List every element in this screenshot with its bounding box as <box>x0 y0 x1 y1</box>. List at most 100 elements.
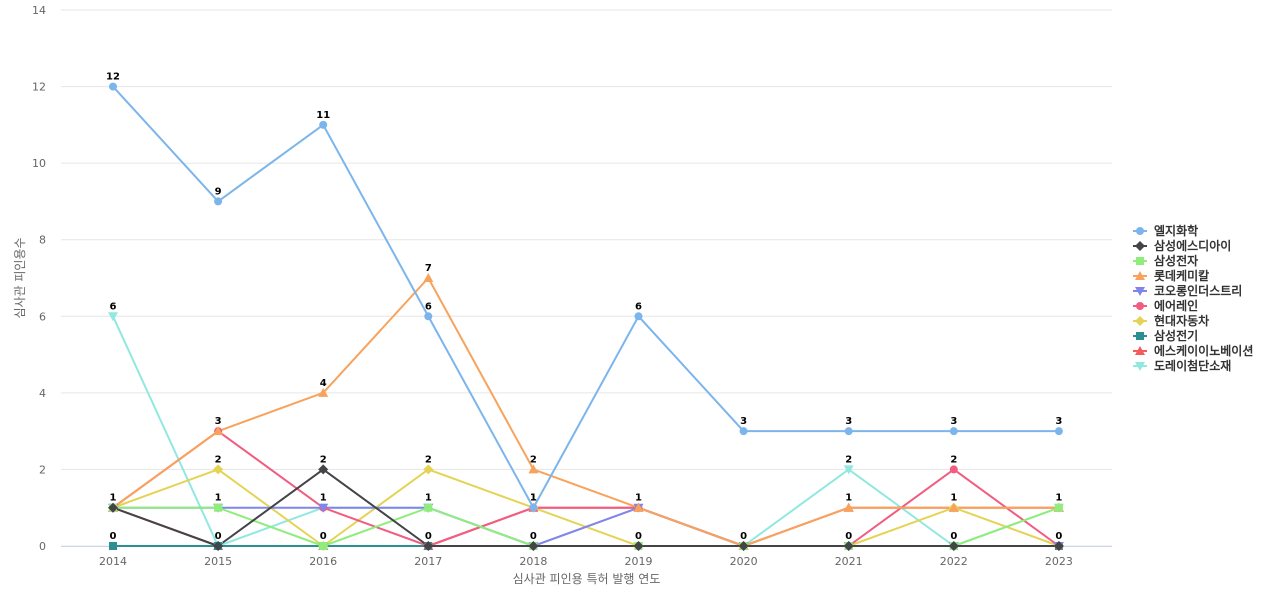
data-label: 2 <box>950 454 957 465</box>
data-label: 1 <box>530 493 537 504</box>
legend-item[interactable]: 현대자동차 <box>1133 313 1209 328</box>
data-label: 0 <box>635 531 642 542</box>
series-point <box>949 427 958 436</box>
series-point <box>529 503 538 512</box>
series-point <box>423 541 434 551</box>
series-point <box>948 541 959 551</box>
y-tick-label: 4 <box>39 387 46 400</box>
x-tick-label: 2018 <box>519 555 547 568</box>
x-tick-label: 2017 <box>414 555 442 568</box>
series-point <box>843 502 854 512</box>
data-label: 9 <box>215 186 222 197</box>
data-label: 1 <box>845 493 852 504</box>
legend-item[interactable]: 삼성에스디아이 <box>1133 238 1231 253</box>
legend-marker <box>1135 346 1145 355</box>
series-line <box>112 85 1059 509</box>
legend-item[interactable]: 엘지화학 <box>1133 223 1198 238</box>
data-label: 1 <box>950 493 957 504</box>
x-tick-label: 2014 <box>99 555 127 568</box>
legend-label: 삼성전기 <box>1154 328 1198 343</box>
data-label: 3 <box>845 416 852 427</box>
data-label: 3 <box>950 416 957 427</box>
data-label: 0 <box>530 531 537 542</box>
series-point <box>213 464 224 475</box>
series-point <box>739 427 748 436</box>
legend-item[interactable]: 삼성전기 <box>1133 328 1198 343</box>
x-tick-label: 2022 <box>940 555 968 568</box>
legend-marker <box>1135 271 1145 280</box>
series-point <box>109 82 117 91</box>
legend-marker <box>1135 241 1145 251</box>
series-point <box>633 541 644 551</box>
data-label: 6 <box>110 301 117 312</box>
legend-item[interactable]: 에스케이이노베이션 <box>1133 343 1253 358</box>
legend: 엘지화학삼성에스디아이삼성전자롯데케미칼코오롱인더스트리에어레인현대자동차삼성전… <box>1133 223 1253 373</box>
legend-label: 에스케이이노베이션 <box>1154 343 1253 358</box>
data-label: 2 <box>425 454 432 465</box>
data-label: 7 <box>425 263 432 274</box>
series-point <box>528 464 539 474</box>
x-axis-title: 심사관 피인용 특허 발행 연도 <box>513 571 661 586</box>
x-axis-ticks: 2014 2015 2016 2017 2018 2019 2020 2021 2022 2023 <box>99 555 1073 568</box>
data-label: 2 <box>320 454 327 465</box>
legend-item[interactable]: 도레이첨단소재 <box>1133 358 1231 373</box>
series-point <box>1054 427 1063 436</box>
legend-item[interactable]: 삼성전자 <box>1133 253 1198 268</box>
legend-marker <box>1135 316 1145 326</box>
y-tick-label: 0 <box>39 540 46 553</box>
series-point <box>633 502 644 512</box>
data-label: 6 <box>635 301 642 312</box>
data-label: 0 <box>950 531 957 542</box>
data-label: 6 <box>425 301 432 312</box>
legend-label: 삼성에스디아이 <box>1154 238 1231 253</box>
legend-item[interactable]: 에어레인 <box>1133 298 1198 313</box>
series-markers <box>108 82 1064 551</box>
series-point <box>948 502 959 512</box>
data-label: 1 <box>530 493 537 504</box>
data-label: 0 <box>1055 531 1062 542</box>
series-lines <box>112 85 1060 547</box>
legend-label: 에어레인 <box>1154 298 1198 313</box>
data-label: 0 <box>215 531 222 542</box>
data-label: 1 <box>320 493 327 504</box>
x-tick-label: 2016 <box>309 555 337 568</box>
series-point <box>319 542 328 550</box>
data-label: 2 <box>845 454 852 465</box>
x-tick-label: 2019 <box>625 555 653 568</box>
series-point <box>318 464 329 475</box>
legend-marker <box>1136 257 1144 265</box>
y-tick-label: 8 <box>39 234 46 247</box>
grid-lines <box>61 9 1112 547</box>
series-line <box>112 468 1059 547</box>
legend-label: 롯데케미칼 <box>1154 268 1209 283</box>
legend-item[interactable]: 롯데케미칼 <box>1133 268 1209 283</box>
series-point <box>214 503 223 512</box>
legend-label: 현대자동차 <box>1154 313 1209 328</box>
data-label: 11 <box>316 110 330 121</box>
data-label: 3 <box>740 416 747 427</box>
data-label: 1 <box>425 493 432 504</box>
x-tick-label: 2020 <box>730 555 758 568</box>
data-label: 0 <box>110 531 117 542</box>
series-point <box>949 465 958 474</box>
data-label: 0 <box>320 531 327 542</box>
series-point <box>214 197 223 206</box>
series-point <box>213 541 224 551</box>
series-point <box>843 541 854 551</box>
y-tick-label: 2 <box>39 463 46 476</box>
legend-marker <box>1136 227 1144 235</box>
legend-label: 도레이첨단소재 <box>1154 358 1231 373</box>
data-label: 0 <box>845 531 852 542</box>
series-point <box>108 312 118 322</box>
series-point <box>423 273 434 282</box>
series-point <box>423 464 434 475</box>
series-point <box>843 465 854 475</box>
data-label: 2 <box>215 454 222 465</box>
series-point <box>319 120 328 129</box>
series-point <box>738 541 749 551</box>
y-axis-ticks: 0 2 4 6 8 10 12 14 <box>32 4 46 553</box>
legend-item[interactable]: 코오롱인더스트리 <box>1133 283 1242 298</box>
y-tick-label: 14 <box>32 4 46 17</box>
y-axis-title: 심사관 피인용수 <box>13 237 27 318</box>
